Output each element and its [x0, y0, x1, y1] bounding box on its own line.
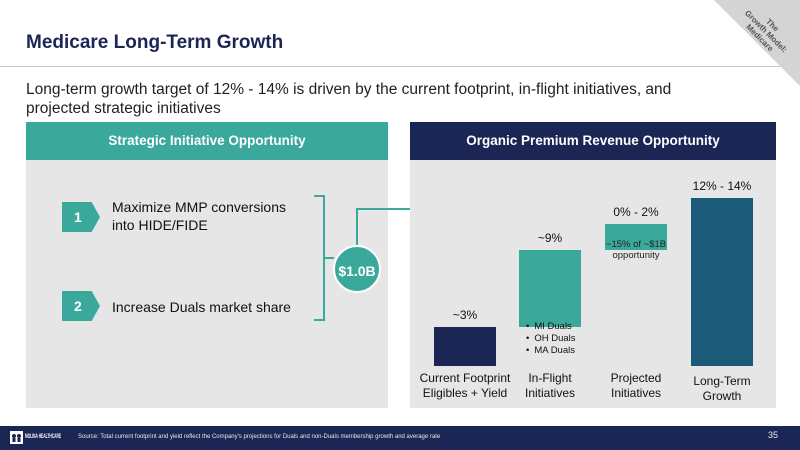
strategic-initiative-heading: Strategic Initiative Opportunity: [26, 122, 388, 160]
opportunity-value-circle: $1.0B: [333, 245, 381, 293]
footer-bar: [0, 426, 800, 450]
initiative-text: Maximize MMP conversions into HIDE/FIDE: [112, 199, 287, 233]
list-item: MA Duals: [526, 345, 576, 357]
in-flight-bullet-list: MI Duals OH Duals MA Duals: [526, 321, 576, 357]
projected-note: ~15% of ~$1B opportunity: [605, 239, 667, 261]
list-item: MI Duals: [526, 321, 576, 333]
category-label: In-Flight Initiatives: [524, 371, 576, 400]
list-item: OH Duals: [526, 333, 575, 345]
category-label: Long-Term Growth: [693, 374, 751, 403]
bar-in-flight: [519, 250, 581, 328]
bar-value-label: 12% - 14%: [692, 179, 752, 194]
strategic-initiative-panel: Strategic Initiative Opportunity: [26, 122, 388, 408]
bar-current-footprint: [434, 327, 496, 366]
initiative-bracket: [314, 195, 334, 321]
source-note: Source: Total current footprint and yiel…: [78, 434, 441, 440]
logo-text: MOLINA HEALTHCARE: [25, 433, 61, 440]
initiative-text: Increase Duals market share: [112, 299, 291, 315]
initiative-number-badge: 1: [62, 202, 100, 232]
bar-value-label: ~3%: [452, 308, 478, 323]
bar-value-label: 0% - 2%: [613, 205, 659, 220]
premium-revenue-heading: Organic Premium Revenue Opportunity: [410, 122, 776, 160]
page-title: Medicare Long-Term Growth: [26, 32, 284, 53]
molina-logo: MOLINA HEALTHCARE: [10, 431, 61, 444]
slide-subtitle: Long-term growth target of 12% - 14% is …: [26, 81, 672, 117]
initiative-number-badge: 2: [62, 291, 100, 321]
category-label: Projected Initiatives: [610, 371, 662, 400]
bar-long-term: [691, 198, 753, 366]
section-corner-tag: The Growth Model: Medicare: [714, 0, 800, 86]
category-label: Current Footprint Eligibles + Yield: [419, 371, 511, 400]
bar-projected: [605, 224, 667, 250]
title-divider: [0, 66, 800, 67]
bar-value-label: ~9%: [537, 231, 563, 245]
page-number: 35: [767, 430, 778, 440]
